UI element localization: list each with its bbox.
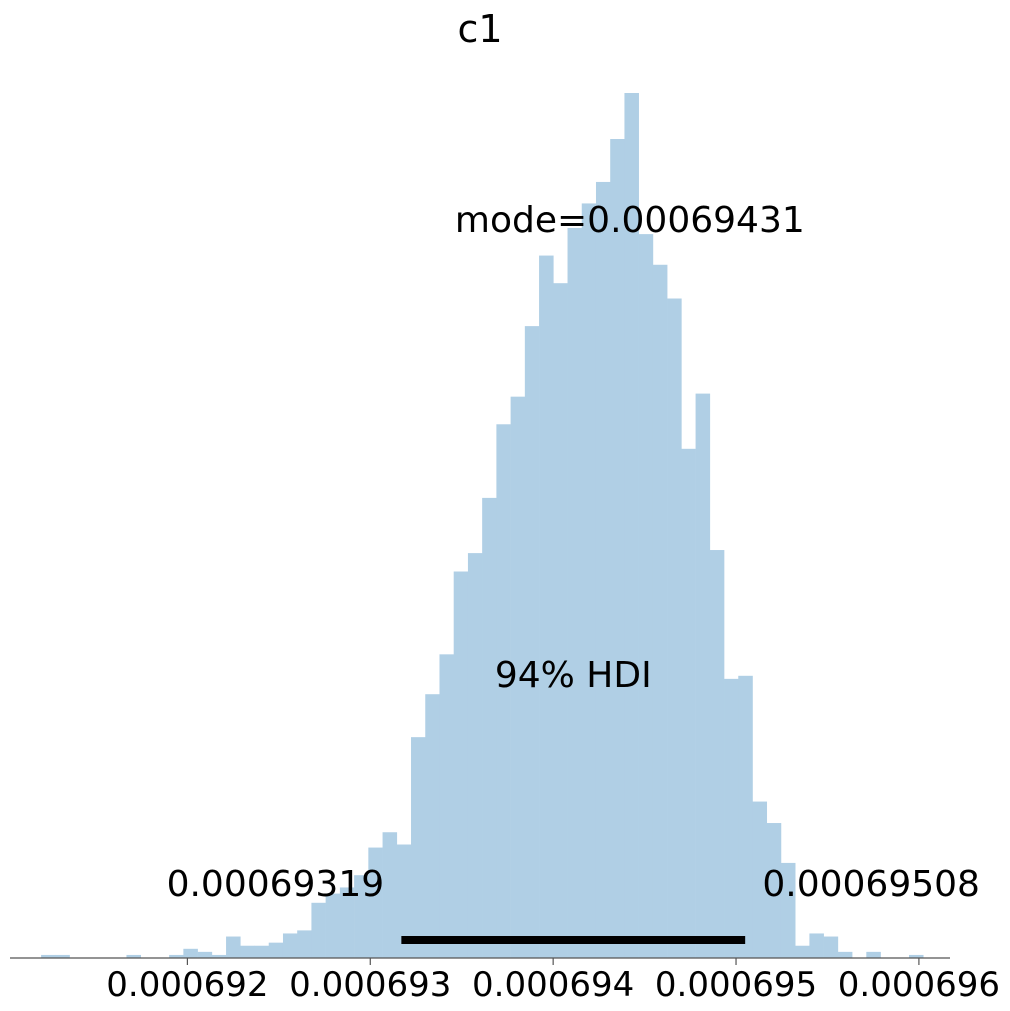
histogram-bar	[126, 954, 141, 958]
x-tick-label: 0.000696	[838, 965, 1000, 1005]
histogram-bar	[55, 954, 70, 958]
chart-title: c1	[457, 7, 502, 51]
histogram-bar	[539, 255, 554, 958]
histogram-bars	[41, 93, 924, 959]
histogram-bar	[354, 875, 369, 958]
histogram-bar	[595, 181, 611, 958]
histogram-bar	[780, 862, 796, 958]
histogram-bar	[823, 936, 839, 958]
hdi-label: 94% HDI	[495, 655, 652, 696]
x-tick-label: 0.000694	[472, 965, 634, 1005]
mode-annotation: mode=0.00069431	[455, 200, 805, 241]
histogram-bar	[368, 847, 383, 958]
histogram-bar	[909, 954, 924, 958]
histogram-bar	[226, 936, 241, 958]
histogram-bar	[282, 933, 298, 958]
histogram-bar	[724, 678, 739, 958]
histogram-bar	[709, 550, 725, 958]
x-axis-ticks: 0.000692 0.000693 0.000694 0.000695 0.000696	[106, 958, 1000, 1005]
histogram-bar	[197, 951, 213, 958]
histogram-bar	[325, 893, 341, 958]
histogram-bar	[567, 227, 583, 958]
histogram-bar	[482, 497, 497, 958]
histogram-bar	[837, 951, 853, 958]
x-tick-label: 0.000692	[106, 965, 268, 1005]
histogram-bar	[467, 553, 483, 958]
x-tick-label: 0.000695	[655, 965, 817, 1005]
histogram-bar	[624, 93, 639, 958]
histogram-bar	[41, 954, 56, 958]
histogram-bar	[240, 945, 255, 958]
hdi-lower-label: 0.00069319	[167, 864, 385, 905]
histogram-bar	[866, 951, 881, 958]
histogram-bar	[752, 801, 768, 958]
histogram-bar	[439, 654, 454, 958]
histogram-bar	[809, 933, 824, 958]
histogram-bar	[524, 326, 540, 958]
histogram-bar	[610, 139, 625, 958]
histogram-bar	[411, 737, 426, 958]
histogram-bar	[496, 424, 511, 958]
histogram-bar	[211, 954, 227, 958]
histogram-bar	[652, 264, 668, 958]
histogram-bar	[638, 234, 654, 959]
histogram-bar	[169, 954, 184, 958]
histogram-bar	[339, 887, 355, 958]
histogram-bar	[396, 844, 412, 958]
histogram-bar	[681, 448, 696, 958]
histogram-bar	[510, 396, 526, 958]
histogram-bar	[667, 298, 682, 958]
histogram-bar	[382, 832, 398, 958]
histogram-bar	[183, 948, 198, 958]
x-tick-label: 0.000693	[289, 965, 451, 1005]
histogram-bar	[695, 393, 711, 959]
histogram-bar	[738, 675, 753, 958]
histogram-bar	[553, 283, 568, 958]
histogram-bar	[297, 930, 312, 958]
histogram-bar	[268, 942, 284, 958]
histogram-bar	[795, 945, 810, 958]
histogram-bar	[453, 571, 469, 958]
histogram-bar	[311, 902, 326, 958]
histogram-bar	[425, 694, 440, 958]
hdi-upper-label: 0.00069508	[762, 864, 980, 905]
histogram-bar	[581, 203, 597, 958]
histogram-bar	[254, 945, 270, 958]
histogram-bar	[766, 823, 782, 958]
